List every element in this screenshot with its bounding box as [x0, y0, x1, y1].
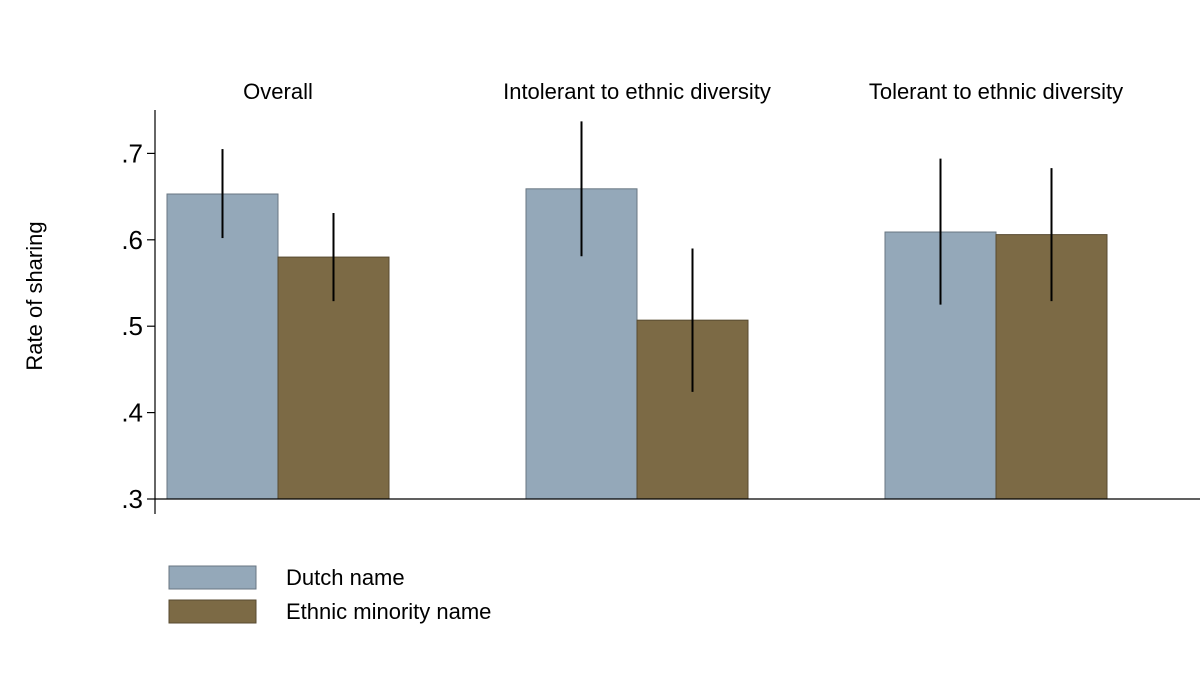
y-tick-label-2: .4: [121, 398, 143, 428]
group-titles: Overall Intolerant to ethnic diversity Tol…: [243, 79, 1123, 104]
axes: .3 .4 .5 .6 .7: [121, 110, 1200, 514]
y-tick-label-3: .5: [121, 311, 143, 341]
legend: Dutch name Ethnic minority name: [168, 565, 491, 624]
y-tick-label-5: .7: [121, 138, 143, 168]
y-tick-label-1: .3: [121, 484, 143, 514]
y-axis-title: Rate of sharing: [22, 221, 47, 370]
legend-swatch-minority: [168, 599, 257, 624]
legend-swatch-dutch: [168, 565, 257, 590]
bar-dutch-1: [166, 193, 279, 500]
bars: [166, 188, 1108, 500]
group-title-1: Overall: [243, 79, 313, 104]
group-title-3: Tolerant to ethnic diversity: [869, 79, 1123, 104]
group-title-2: Intolerant to ethnic diversity: [503, 79, 771, 104]
legend-label-dutch: Dutch name: [286, 565, 405, 590]
y-tick-label-4: .6: [121, 225, 143, 255]
legend-label-minority: Ethnic minority name: [286, 599, 491, 624]
y-axis-title-layer: Rate of sharing: [22, 221, 47, 370]
error-bars: [221, 121, 1053, 392]
